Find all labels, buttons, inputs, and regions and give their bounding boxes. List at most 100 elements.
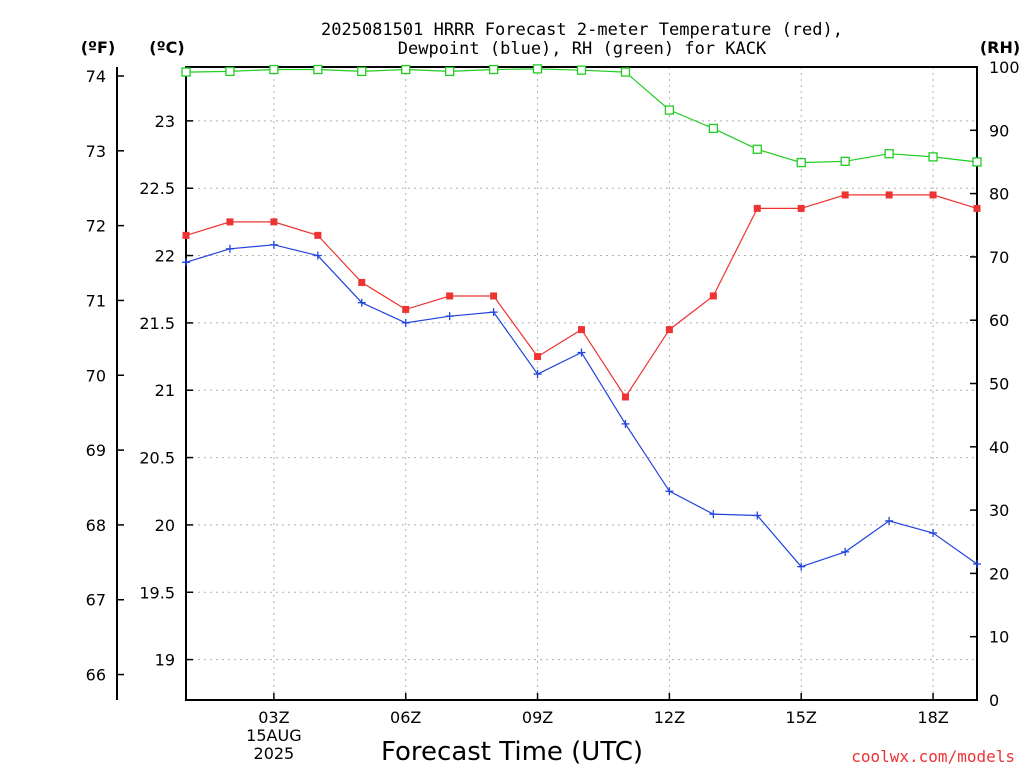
temperature-point [182, 231, 190, 239]
dewpoint-point [929, 528, 938, 537]
temperature-point [709, 292, 717, 300]
temperature-point [490, 292, 498, 300]
source-credit: coolwx.com/models [851, 747, 1015, 766]
temperature-point [446, 292, 454, 300]
dewpoint-point [709, 510, 718, 519]
celsius-tick-label: 20.5 [139, 449, 175, 468]
dewpoint-point [489, 308, 498, 317]
fahrenheit-tick-label: 72 [86, 217, 106, 236]
dewpoint-point [973, 559, 981, 568]
fahrenheit-tick-label: 71 [86, 291, 106, 310]
rh-unit-label: (RH) [980, 38, 1020, 57]
rh-point [840, 156, 850, 166]
rh-tick-label: 0 [989, 691, 999, 710]
rh-tick-label: 90 [989, 121, 1009, 140]
rh-point [884, 149, 894, 159]
temperature-point [841, 191, 849, 199]
x-tick-label: 06Z [390, 708, 421, 727]
dewpoint-point [401, 318, 410, 327]
celsius-tick-label: 19.5 [139, 583, 175, 602]
celsius-tick-label: 19 [155, 651, 175, 670]
temperature-point [534, 353, 542, 361]
rh-point [532, 64, 543, 74]
temperature-point [402, 305, 410, 313]
rh-tick-label: 20 [989, 564, 1009, 583]
dewpoint-point [841, 547, 850, 556]
temperature-point [973, 204, 981, 212]
rh-line [185, 68, 978, 164]
temperature-point [270, 218, 278, 226]
rh-tick-label: 30 [989, 501, 1009, 520]
dewpoint-series [182, 240, 981, 571]
fahrenheit-tick-label: 66 [86, 666, 106, 685]
temperature-series [182, 191, 981, 401]
rh-point [357, 66, 367, 77]
dewpoint-point [445, 312, 454, 321]
rh-point [664, 105, 675, 115]
rh-tick-label: 60 [989, 311, 1009, 330]
grid-lines [186, 67, 977, 700]
dewpoint-line [185, 244, 978, 568]
rh-point [445, 66, 455, 77]
temperature-point [929, 191, 937, 199]
celsius-tick-label: 21 [155, 381, 175, 400]
x-tick-label: 03Z [258, 708, 289, 727]
dewpoint-point [621, 419, 630, 428]
temperature-point [753, 204, 761, 212]
rh-point [269, 64, 279, 75]
temperature-point [665, 326, 673, 334]
rh-tick-label: 100 [989, 58, 1020, 77]
rh-point [796, 157, 806, 168]
dewpoint-point [313, 251, 322, 260]
dewpoint-point [533, 370, 542, 379]
temperature-point [621, 393, 629, 401]
x-axis-label: Forecast Time (UTC) [381, 737, 643, 767]
plot-frame [185, 66, 978, 701]
data-series [181, 64, 982, 571]
rh-tick-label: 40 [989, 438, 1009, 457]
celsius-tick-label: 23 [155, 112, 175, 131]
dewpoint-point [665, 487, 674, 496]
x-tick-label: 09Z [522, 708, 553, 727]
temperature-line [185, 194, 978, 399]
fahrenheit-tick-label: 69 [86, 441, 106, 460]
rh-tick-label: 70 [989, 248, 1009, 267]
fahrenheit-tick-label: 74 [86, 67, 106, 86]
rh-point [313, 64, 323, 75]
fahrenheit-tick-label: 70 [86, 366, 106, 385]
fahrenheit-tick-label: 67 [86, 591, 106, 610]
rh-point [752, 144, 762, 154]
rh-tick-label: 50 [989, 375, 1009, 394]
rh-point [972, 157, 982, 167]
dewpoint-point [269, 240, 278, 249]
rh-point [488, 64, 499, 75]
x-tick-label: 12Z [654, 708, 685, 727]
x-tick-sublabel: 15AUG [246, 726, 301, 745]
rh-point [225, 66, 235, 77]
fahrenheit-unit-label: (ºF) [81, 38, 116, 57]
dewpoint-point [577, 348, 586, 357]
celsius-tick-label: 22.5 [139, 179, 175, 198]
dewpoint-point [753, 511, 762, 520]
dewpoint-point [225, 244, 234, 253]
temperature-point [578, 326, 585, 334]
celsius-tick-label: 22 [155, 247, 175, 266]
temperature-point [314, 231, 322, 239]
temperature-point [885, 191, 893, 199]
chart-title-line-1: 2025081501 HRRR Forecast 2-meter Tempera… [321, 20, 843, 40]
dewpoint-point [885, 516, 894, 525]
chart-title-line-2: Dewpoint (blue), RH (green) for KACK [398, 39, 767, 59]
celsius-unit-label: (ºC) [149, 38, 184, 57]
x-tick-sublabel: 2025 [254, 744, 295, 763]
rh-point [576, 65, 587, 75]
rh-point [401, 64, 411, 75]
rh-tick-label: 10 [989, 628, 1009, 647]
celsius-tick-label: 20 [155, 516, 175, 535]
fahrenheit-tick-label: 68 [86, 516, 106, 535]
fahrenheit-tick-label: 73 [86, 142, 106, 161]
x-tick-label: 15Z [786, 708, 817, 727]
dewpoint-point [797, 562, 806, 571]
